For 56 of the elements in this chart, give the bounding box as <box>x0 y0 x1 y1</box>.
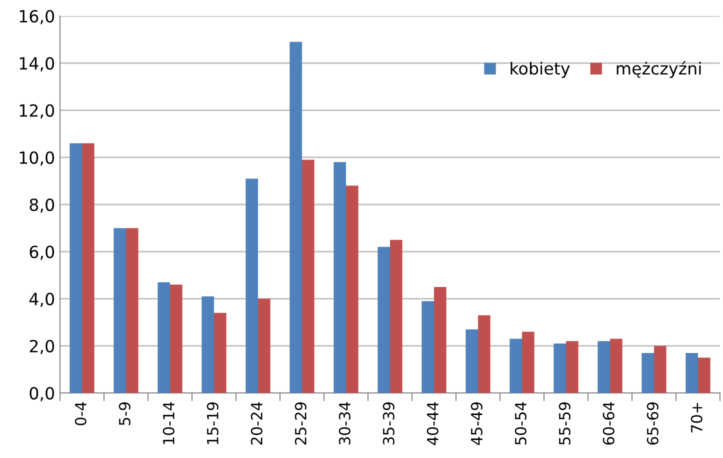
x-tick-label: 70+ <box>690 402 702 432</box>
x-tick-label: 10-14 <box>162 402 174 444</box>
bar <box>610 338 622 393</box>
bar <box>70 143 82 393</box>
bar <box>378 246 390 393</box>
bar <box>466 329 478 393</box>
bar <box>258 298 270 393</box>
bar <box>434 286 446 393</box>
bar <box>126 228 138 393</box>
bar <box>478 315 490 393</box>
x-tick-label: 25-29 <box>294 402 306 445</box>
x-tick-label: 20-24 <box>250 402 262 445</box>
x-tick-label: 30-34 <box>338 402 350 445</box>
bar <box>390 240 402 393</box>
bar <box>114 228 126 393</box>
bar <box>346 186 358 393</box>
bar <box>246 178 258 393</box>
bar <box>290 42 302 393</box>
y-tick-label: 12,0 <box>20 104 54 119</box>
bar <box>214 312 226 393</box>
bar <box>158 282 170 393</box>
x-tick-label: 35-39 <box>382 402 394 445</box>
bar <box>422 301 434 393</box>
x-tick-label: 40-44 <box>426 402 438 445</box>
bar <box>654 346 666 393</box>
bar <box>334 162 346 393</box>
bar <box>698 358 710 393</box>
bar <box>642 352 654 393</box>
bar <box>686 352 698 393</box>
x-tick-label: 0-4 <box>74 402 86 426</box>
y-tick-label: 14,0 <box>20 57 54 72</box>
bar <box>554 344 566 393</box>
y-tick-label: 2,0 <box>30 340 54 354</box>
y-tick-label: 8,0 <box>30 198 54 213</box>
x-tick-label: 15-19 <box>206 402 218 444</box>
bar <box>522 332 534 393</box>
bar <box>202 296 214 393</box>
bar <box>82 143 94 393</box>
x-tick-label: 60-64 <box>602 402 614 445</box>
y-tick-label: 6,0 <box>30 246 54 260</box>
bar <box>170 284 182 393</box>
bar <box>598 341 610 393</box>
x-tick-label: 45-49 <box>470 402 482 445</box>
legend-label: mężczyźni <box>616 61 701 78</box>
bar <box>510 338 522 393</box>
x-tick-label: 50-54 <box>514 402 526 445</box>
y-tick-label: 0,0 <box>30 386 54 402</box>
x-tick-label: 5-9 <box>118 402 130 426</box>
bar <box>566 341 578 393</box>
x-tick-label: 65-69 <box>646 402 658 445</box>
x-tick-label: 55-59 <box>558 402 570 445</box>
y-tick-label: 16,0 <box>20 10 54 24</box>
y-tick-label: 4,0 <box>29 292 54 308</box>
y-tick-label: 10,0 <box>20 151 54 166</box>
legend-label: kobiety <box>510 62 570 78</box>
bar <box>302 160 314 393</box>
